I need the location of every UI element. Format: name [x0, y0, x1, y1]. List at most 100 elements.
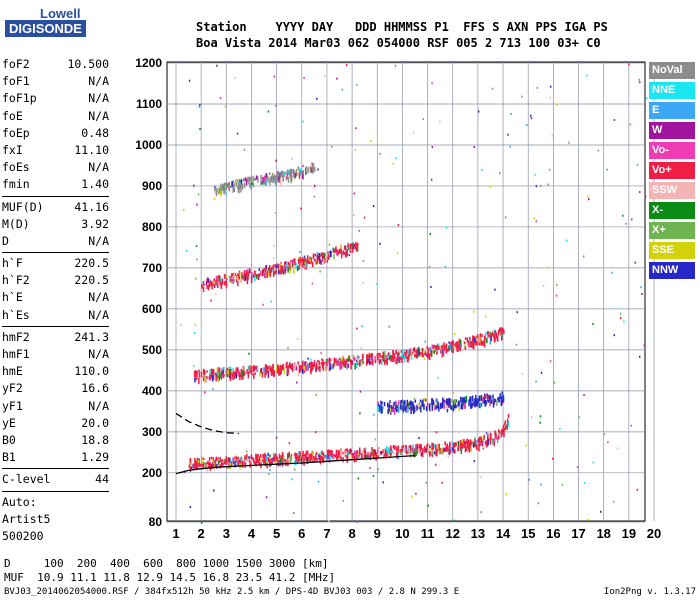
- echo-point: [215, 372, 217, 376]
- echo-point: [500, 327, 503, 332]
- echo-point: [318, 360, 321, 366]
- echo-point: [390, 445, 392, 452]
- echo-point: [455, 399, 458, 403]
- echo-point: [309, 453, 312, 460]
- echo-point: [472, 443, 475, 447]
- echo-point: [423, 449, 426, 453]
- echo-point: [447, 399, 449, 406]
- echo-point: [243, 178, 245, 182]
- echo-point: [290, 455, 292, 463]
- echo-point: [447, 344, 449, 349]
- noise-point: [309, 259, 312, 262]
- echo-point: [250, 272, 253, 277]
- x-tick-label: 20: [647, 526, 661, 541]
- echo-point: [278, 267, 280, 275]
- echo-point: [272, 457, 274, 462]
- echo-point: [321, 456, 323, 461]
- noise-point: [426, 277, 429, 280]
- echo-point: [408, 407, 411, 410]
- echo-point: [333, 456, 335, 461]
- echo-point: [258, 456, 261, 461]
- param-row: foF2 10.500: [2, 56, 109, 73]
- echo-point: [395, 406, 397, 409]
- echo-point: [213, 187, 216, 191]
- echo-point: [397, 447, 399, 452]
- echo-point: [407, 406, 409, 413]
- param-name: MUF(D): [2, 199, 44, 214]
- noise-point: [291, 157, 294, 160]
- echo-point: [371, 452, 373, 457]
- echo-point: [497, 329, 500, 336]
- echo-point: [333, 453, 335, 457]
- echo-point: [406, 356, 409, 363]
- footer-muf-row: MUF 10.9 11.1 11.8 12.9 14.5 16.8 23.5 4…: [4, 571, 336, 584]
- echo-point: [192, 463, 195, 468]
- echo-point: [200, 461, 203, 467]
- legend-item-e: E: [649, 102, 695, 119]
- echo-point: [315, 362, 318, 365]
- echo-point: [453, 402, 455, 409]
- echo-point: [306, 261, 308, 267]
- echo-point: [458, 344, 461, 351]
- echo-point: [396, 353, 399, 358]
- echo-point: [443, 342, 445, 347]
- echo-point: [472, 338, 474, 343]
- echo-point: [372, 449, 375, 457]
- echo-point: [431, 344, 434, 349]
- param-value: 16.6: [81, 381, 109, 396]
- echo-point: [320, 362, 323, 365]
- echo-point: [494, 430, 496, 436]
- echo-point: [274, 263, 277, 268]
- echo-point: [420, 451, 423, 457]
- echo-point: [489, 401, 491, 407]
- echo-point: [211, 369, 213, 374]
- noise-point: [324, 74, 326, 77]
- echo-point: [503, 427, 506, 431]
- echo-point: [243, 370, 245, 377]
- echo-point: [297, 361, 299, 365]
- echo-point: [398, 400, 400, 405]
- header-values: Boa Vista 2014 Mar03 062 054000 RSF 005 …: [196, 36, 601, 50]
- echo-point: [426, 346, 428, 349]
- param-row: Auto:: [2, 494, 109, 511]
- profile-extrapolation: [175, 412, 239, 435]
- noise-point: [586, 74, 588, 77]
- y-tick-label: 1100: [136, 97, 162, 111]
- noise-point: [423, 358, 426, 361]
- echo-point: [448, 404, 450, 409]
- echo-point: [315, 260, 317, 265]
- echo-point: [400, 451, 402, 455]
- noise-point: [198, 105, 201, 108]
- noise-point: [345, 64, 348, 67]
- echo-point: [439, 349, 442, 354]
- echo-point: [421, 348, 424, 351]
- echo-point: [278, 263, 280, 271]
- echo-point: [481, 334, 483, 338]
- echo-point: [237, 273, 239, 276]
- param-value: 10.500: [67, 57, 109, 71]
- noise-point: [340, 448, 342, 451]
- echo-point: [434, 406, 436, 411]
- echo-point: [324, 365, 327, 372]
- noise-point: [623, 320, 625, 323]
- echo-point: [194, 370, 197, 376]
- echo-point: [363, 455, 366, 459]
- echo-point: [345, 359, 348, 365]
- echo-point: [344, 252, 346, 255]
- echo-point: [244, 177, 247, 181]
- noise-point: [480, 476, 482, 479]
- echo-point: [403, 406, 405, 412]
- echo-point: [240, 460, 242, 467]
- echo-point: [298, 173, 301, 179]
- noise-point: [388, 325, 390, 328]
- echo-point: [441, 346, 444, 350]
- y-tick-label: 500: [142, 343, 162, 357]
- noise-point: [188, 79, 191, 82]
- echo-point: [262, 176, 264, 184]
- noise-point: [265, 461, 268, 464]
- echo-point: [403, 401, 405, 406]
- echo-point: [407, 448, 410, 451]
- legend-item-nne: NNE: [649, 82, 695, 99]
- echo-point: [343, 246, 346, 250]
- echo-point: [189, 458, 192, 465]
